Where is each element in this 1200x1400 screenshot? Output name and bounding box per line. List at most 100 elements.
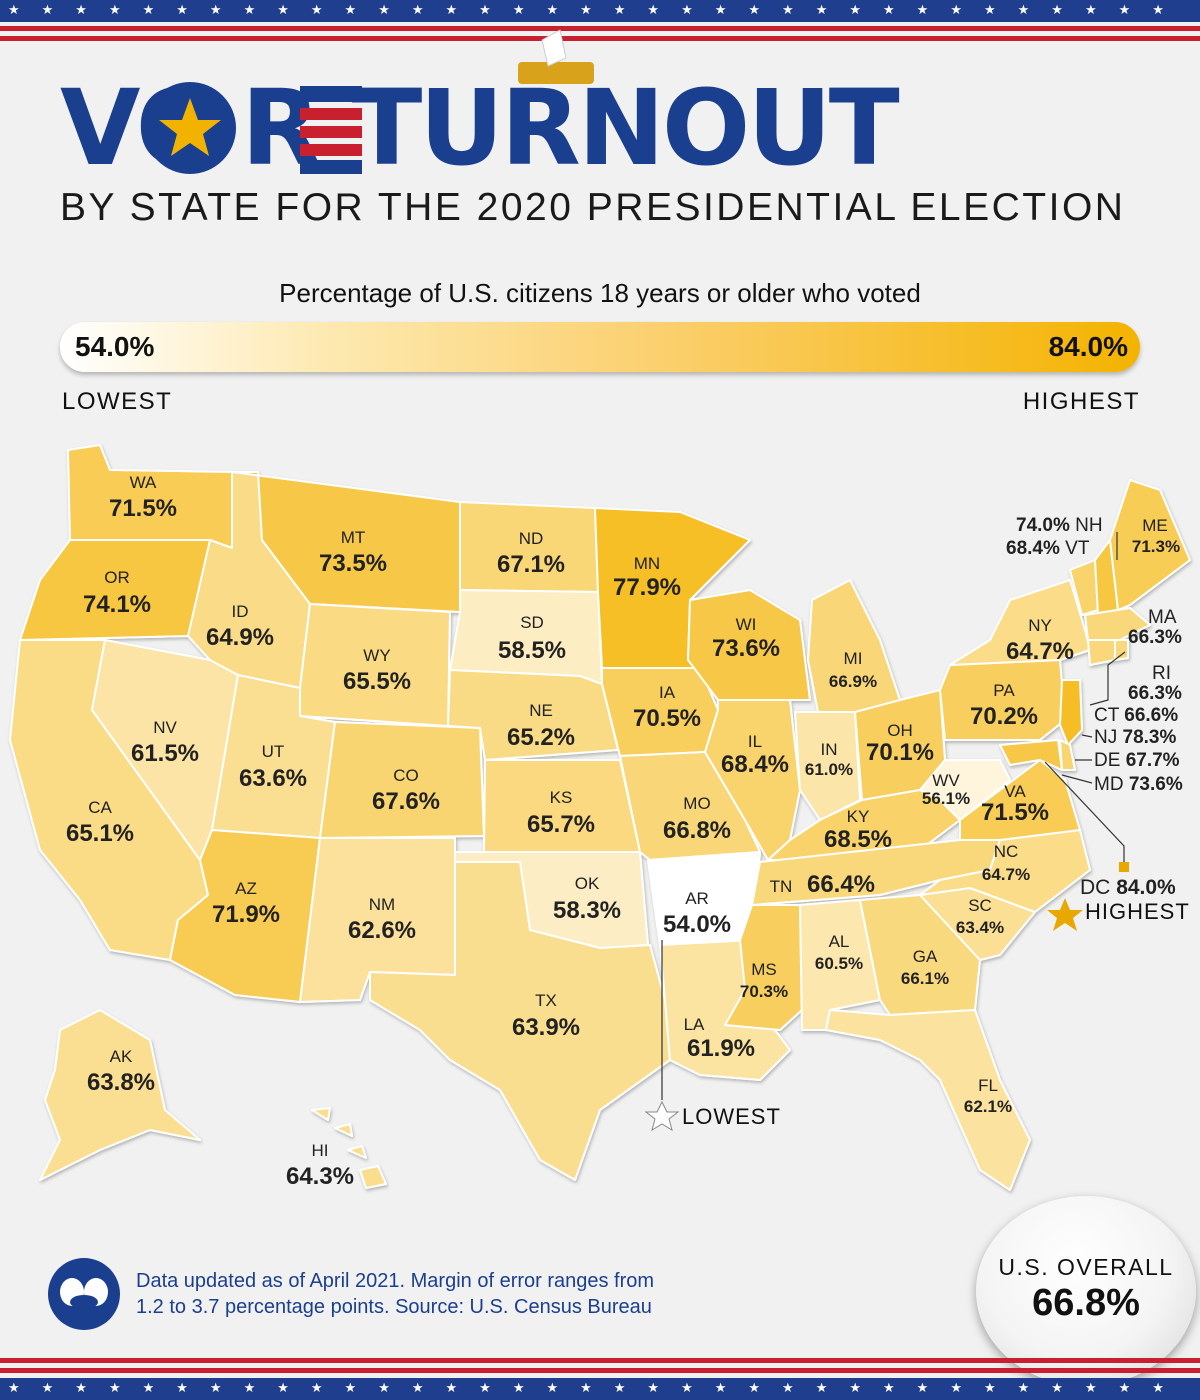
state-MI[interactable] — [807, 579, 901, 713]
label-value-OK: 58.3% — [553, 897, 621, 924]
callout-DE: DE 67.7% — [1094, 750, 1180, 771]
state-labels: WA 71.5% OR 74.1% CA 65.1% NV 61.5% ID 6… — [66, 473, 1180, 1116]
state-AK[interactable] — [39, 1009, 201, 1181]
callout-value-NH: 74.0% — [1016, 515, 1070, 536]
label-abbr-UT: UT — [262, 742, 285, 761]
state-NY[interactable] — [949, 579, 1091, 666]
dc-marker — [1119, 862, 1129, 872]
label-value-CO: 67.6% — [372, 788, 440, 815]
state-WY[interactable] — [299, 603, 451, 727]
page-subtitle: BY STATE FOR THE 2020 PRESIDENTIAL ELECT… — [60, 186, 1126, 229]
label-value-PA: 70.2% — [970, 703, 1038, 730]
state-MD[interactable] — [999, 739, 1063, 771]
title-e-bar-1 — [300, 108, 362, 120]
legend-title: Percentage of U.S. citizens 18 years or … — [279, 278, 921, 308]
label-abbr-AL: AL — [829, 932, 850, 951]
label-abbr-IL: IL — [748, 732, 762, 751]
title-e-bar-top — [300, 86, 362, 102]
label-abbr-WV: WV — [932, 771, 960, 790]
label-abbr-OH: OH — [887, 721, 913, 740]
title-decor — [144, 29, 594, 174]
highest-callout-label: HIGHEST — [1085, 899, 1190, 924]
state-CT[interactable] — [1087, 639, 1116, 666]
callout-abbr-RI: RI — [1152, 663, 1171, 684]
label-value-TX: 63.9% — [512, 1014, 580, 1041]
label-abbr-TX: TX — [535, 991, 557, 1010]
label-abbr-NM: NM — [369, 895, 395, 914]
legend-min-value: 54.0% — [75, 331, 155, 362]
label-abbr-MN: MN — [634, 554, 660, 573]
state-NJ[interactable] — [1059, 679, 1083, 746]
label-value-MO: 66.8% — [663, 817, 731, 844]
label-value-TN: 66.4% — [807, 871, 875, 898]
footnote-line-2: 1.2 to 3.7 percentage points. Source: U.… — [136, 1296, 652, 1318]
source-footnote: Data updated as of April 2021. Margin of… — [136, 1268, 776, 1320]
title-word2: TURNOUT — [351, 67, 899, 189]
label-value-LA: 61.9% — [687, 1035, 755, 1062]
state-WI[interactable] — [687, 589, 811, 701]
state-NC[interactable] — [919, 829, 1091, 913]
callout-value-RI: 66.3% — [1128, 683, 1182, 704]
label-value-MN: 77.9% — [613, 574, 681, 601]
label-value-WA: 71.5% — [109, 495, 177, 522]
logo-mouth-icon — [70, 1295, 98, 1309]
bottom-star-band: ★★★★★★★★★★★★★★★★★★★★★★★★★★★★★★★★★★★ — [0, 1378, 1200, 1400]
md-leader-line — [1061, 774, 1093, 784]
state-VA[interactable] — [959, 759, 1081, 841]
callout-MD: MD 73.6% — [1094, 774, 1183, 795]
state-MA[interactable] — [1084, 607, 1151, 641]
callout-abbr-VT: VT — [1065, 538, 1090, 559]
label-value-ID: 64.9% — [206, 624, 274, 651]
label-abbr-NY: NY — [1028, 616, 1052, 635]
state-RI[interactable] — [1114, 639, 1129, 661]
title-e-bar-bottom — [300, 160, 362, 174]
label-value-MT: 73.5% — [319, 550, 387, 577]
label-value-NE: 65.2% — [507, 724, 575, 751]
label-value-NV: 61.5% — [131, 740, 199, 767]
label-value-OR: 74.1% — [83, 591, 151, 618]
label-value-NY: 64.7% — [1006, 638, 1074, 665]
label-value-FL: 62.1% — [964, 1097, 1012, 1116]
label-abbr-PA: PA — [993, 681, 1015, 700]
title-e-bar-3 — [300, 144, 362, 156]
legend-gradient-bar — [60, 322, 1140, 372]
label-value-WY: 65.5% — [343, 668, 411, 695]
state-FL[interactable] — [825, 1009, 1031, 1191]
label-abbr-IN: IN — [821, 740, 838, 759]
bottom-red-stripe-2 — [0, 1368, 1200, 1373]
callout-abbr-DC: DC — [1080, 876, 1110, 899]
label-abbr-ID: ID — [232, 602, 249, 621]
state-HI[interactable] — [311, 1107, 387, 1189]
label-abbr-GA: GA — [913, 947, 938, 966]
label-abbr-VA: VA — [1004, 782, 1026, 801]
label-abbr-AZ: AZ — [235, 879, 257, 898]
callout-CT: CT 66.6% — [1094, 705, 1178, 726]
label-abbr-NE: NE — [529, 701, 553, 720]
label-value-MS: 70.3% — [740, 982, 788, 1001]
label-value-MI: 66.9% — [829, 672, 877, 691]
label-abbr-NV: NV — [153, 718, 177, 737]
label-abbr-KS: KS — [550, 788, 573, 807]
callout-value-CT: 66.6% — [1124, 705, 1178, 726]
label-abbr-OK: OK — [575, 874, 600, 893]
us-overall-label: U.S. OVERALL — [998, 1254, 1174, 1280]
bottom-red-stripe — [0, 1358, 1200, 1363]
state-WV[interactable] — [919, 759, 1011, 821]
label-abbr-NC: NC — [994, 842, 1019, 861]
label-abbr-MS: MS — [751, 960, 777, 979]
label-abbr-KY: KY — [847, 807, 870, 826]
legend-max-value: 84.0% — [1048, 331, 1128, 362]
label-value-VA: 71.5% — [981, 799, 1049, 826]
callout-VT: 68.4% VT — [1006, 538, 1090, 559]
label-abbr-TN: TN — [770, 877, 793, 896]
state-OR[interactable] — [19, 539, 211, 641]
dc-leader-line — [1044, 761, 1125, 862]
page-title: VO R TURNOUT — [60, 76, 1140, 180]
state-TX[interactable] — [369, 861, 671, 1181]
us-overall-badge: U.S. OVERALL 66.8% — [976, 1196, 1196, 1386]
label-value-WI: 73.6% — [712, 635, 780, 662]
callout-value-DE: 67.7% — [1126, 750, 1180, 771]
callout-abbr-MA: MA — [1148, 607, 1177, 628]
state-NE[interactable] — [447, 669, 619, 761]
